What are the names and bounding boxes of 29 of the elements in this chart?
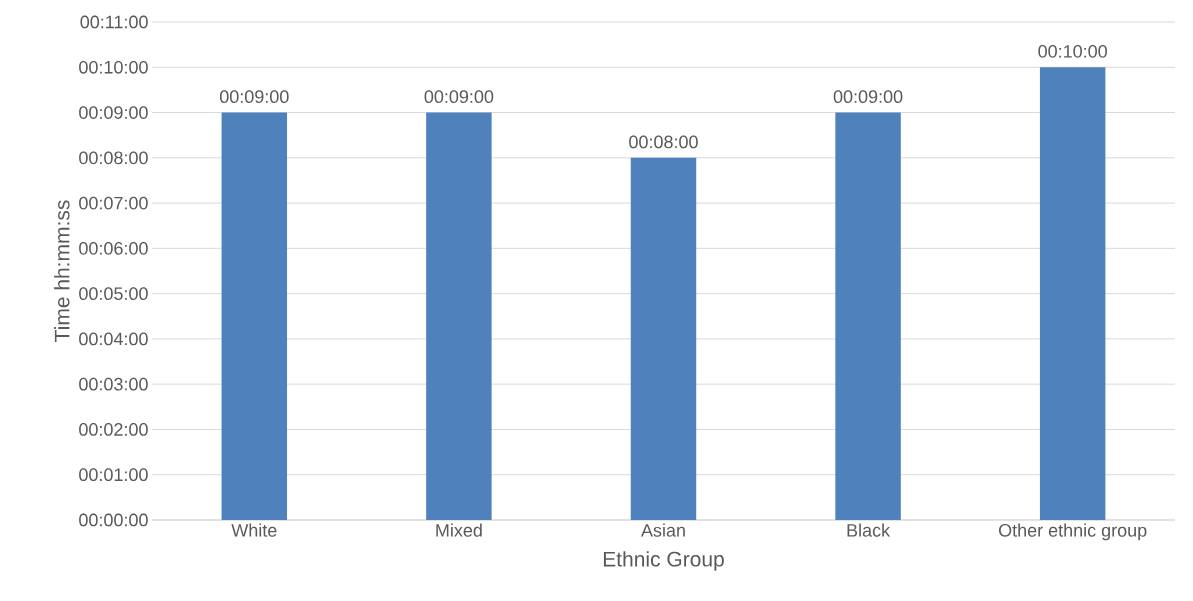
bar xyxy=(221,112,288,520)
y-tick-label: 00:01:00 xyxy=(79,468,148,482)
y-tick-label: 00:08:00 xyxy=(79,151,148,165)
y-tick-label: 00:11:00 xyxy=(80,15,148,29)
y-tick-label: 00:00:00 xyxy=(79,513,148,527)
y-tick-label: 00:02:00 xyxy=(79,423,148,436)
bar xyxy=(426,112,492,520)
bar xyxy=(835,112,901,520)
y-axis-title: Time hh:mm:ss xyxy=(54,200,70,342)
data-label: 00:10:00 xyxy=(1038,44,1107,58)
x-tick-label: Mixed xyxy=(436,523,482,537)
y-tick-label: 00:10:00 xyxy=(79,60,148,74)
y-tick-label: 00:04:00 xyxy=(79,332,148,346)
data-label: 00:09:00 xyxy=(219,90,289,103)
data-label: 00:09:00 xyxy=(833,90,903,103)
x-axis-title: Ethnic Group xyxy=(603,551,724,571)
x-tick-label: Asian xyxy=(641,523,685,537)
x-tick-label: White xyxy=(231,523,277,537)
data-label: 00:09:00 xyxy=(424,90,494,103)
y-tick-label: 00:09:00 xyxy=(79,106,148,119)
data-label: 00:08:00 xyxy=(629,135,698,149)
bar xyxy=(630,157,697,520)
y-tick-label: 00:03:00 xyxy=(79,377,148,391)
y-tick-label: 00:05:00 xyxy=(79,287,148,300)
x-tick-label: Black xyxy=(847,523,891,537)
y-tick-label: 00:06:00 xyxy=(79,241,148,255)
bar xyxy=(1039,67,1106,520)
y-tick-label: 00:07:00 xyxy=(79,196,148,210)
x-tick-label: Other ethnic group xyxy=(998,523,1147,541)
